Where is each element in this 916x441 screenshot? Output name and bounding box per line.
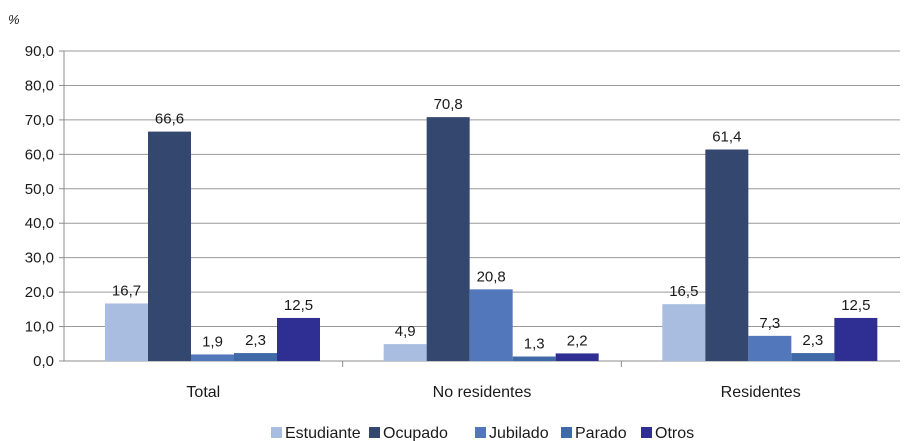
bar-value-label: 16,7	[112, 282, 141, 299]
bar-value-label: 70,8	[434, 96, 463, 113]
y-tick-label: 60,0	[25, 146, 54, 163]
bar-value-label: 20,8	[477, 268, 506, 285]
bar	[705, 149, 749, 361]
bar-value-label: 2,2	[567, 332, 588, 349]
bar	[469, 289, 513, 361]
y-unit-label: %	[8, 12, 20, 27]
y-tick-label: 10,0	[25, 319, 54, 336]
bar-value-label: 2,3	[802, 332, 823, 349]
bar	[234, 353, 277, 361]
bar-value-label: 2,3	[245, 332, 266, 349]
bar-value-label: 66,6	[155, 111, 184, 128]
bar	[834, 317, 878, 361]
x-category-label: Residentes	[721, 384, 801, 401]
x-category-label: Total	[186, 384, 220, 401]
bar	[512, 356, 556, 361]
bar	[191, 354, 234, 361]
y-tick-label: 40,0	[25, 215, 54, 232]
y-tick-label: 70,0	[25, 112, 54, 129]
bar-value-label: 12,5	[841, 297, 870, 314]
bar-value-label: 4,9	[395, 323, 416, 340]
y-tick-label: 0,0	[33, 353, 54, 370]
bar-value-labels: 16,7 66,6 1,9 2,3 12,5 4,9 70,8 20,8 1,3 2,2 16,5 6…	[112, 96, 871, 352]
bar-value-label: 16,5	[669, 283, 698, 300]
y-axis-ticks: 0,0 10,0 20,0 30,0 40,0 50,0 60,0 70,0 80,0 90,0	[25, 43, 54, 370]
legend-swatch	[271, 427, 282, 438]
bar-value-label: 1,3	[524, 336, 545, 353]
legend-label: Ocupado	[383, 425, 448, 441]
bar-value-label: 1,9	[202, 333, 223, 350]
y-tick-label: 20,0	[25, 284, 54, 301]
x-axis-labels: Total No residentes Residentes	[186, 384, 800, 401]
bars	[105, 117, 878, 361]
bar-value-label: 12,5	[284, 297, 313, 314]
bar	[791, 353, 835, 361]
legend-label: Parado	[575, 425, 627, 441]
legend-swatch	[641, 427, 652, 438]
bar-value-label: 7,3	[759, 315, 780, 332]
legend: Estudiante Ocupado Jubilado Parado Otros	[271, 425, 694, 441]
legend-swatch	[561, 427, 572, 438]
legend-label: Jubilado	[489, 425, 549, 441]
bar	[277, 317, 320, 361]
bar	[555, 353, 599, 361]
bar	[105, 303, 148, 361]
y-tick-label: 80,0	[25, 77, 54, 94]
bar	[662, 304, 706, 361]
legend-swatch	[475, 427, 486, 438]
bar	[148, 131, 191, 361]
bar-value-label: 61,4	[712, 129, 741, 146]
y-tick-label: 50,0	[25, 181, 54, 198]
x-category-label: No residentes	[433, 384, 532, 401]
bar	[426, 117, 470, 361]
legend-swatch	[369, 427, 380, 438]
y-tick-label: 30,0	[25, 250, 54, 267]
bar	[383, 344, 427, 361]
bar	[748, 335, 792, 361]
y-tick-label: 90,0	[25, 43, 54, 60]
legend-label: Estudiante	[285, 425, 361, 441]
legend-label: Otros	[655, 425, 694, 441]
